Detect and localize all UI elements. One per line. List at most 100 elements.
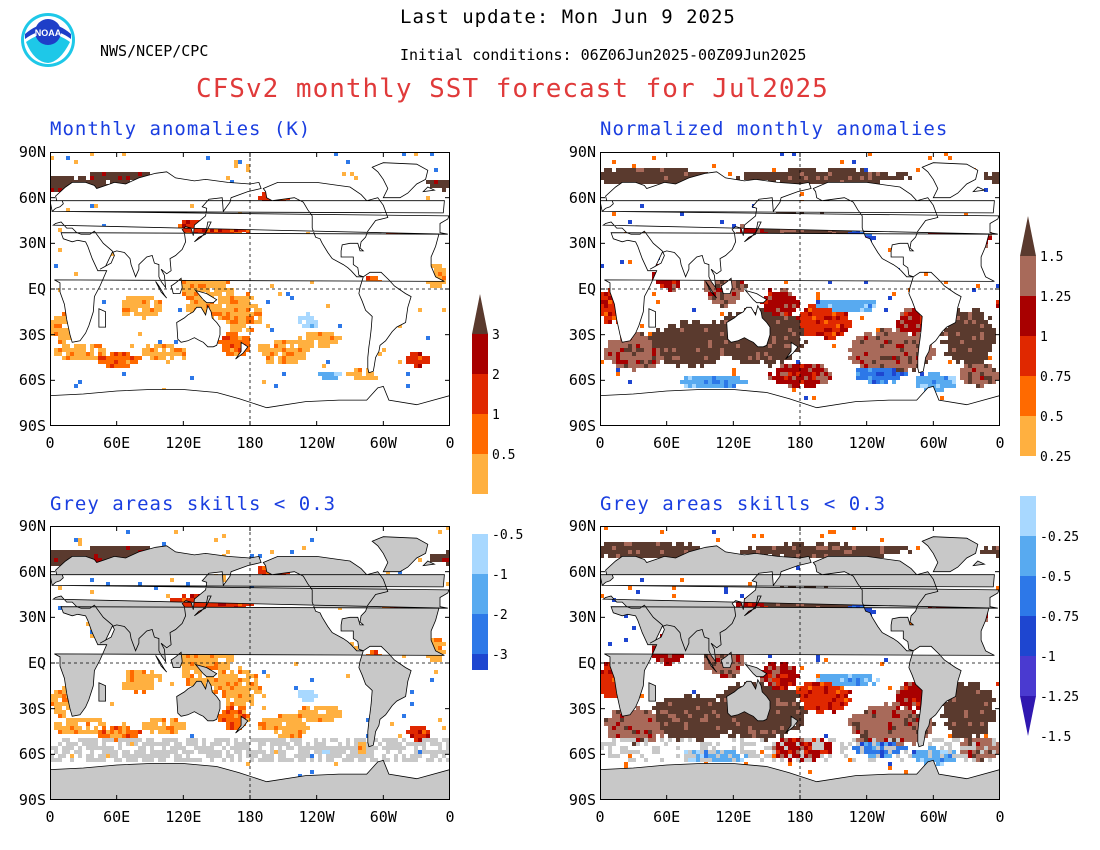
land-outline xyxy=(50,536,450,800)
colorbar-segment xyxy=(472,654,488,670)
sst-anomaly-field xyxy=(600,526,1000,800)
lon-label: 120W xyxy=(298,808,335,826)
colorbar-arrow-top xyxy=(1020,216,1036,256)
colorbar-label: -0.75 xyxy=(1040,610,1079,625)
lat-label: 30S xyxy=(18,699,46,718)
colorbar-segment xyxy=(1020,456,1036,496)
colorbar-label: 1.25 xyxy=(1040,290,1071,305)
colorbar-label: -1.25 xyxy=(1040,690,1079,705)
lat-label: 30N xyxy=(568,234,596,253)
lat-label: 90S xyxy=(568,791,596,809)
lat-label: 60N xyxy=(18,562,46,581)
lat-label: EQ xyxy=(27,654,46,672)
colorbar-label: -0.5 xyxy=(1040,570,1071,585)
lon-label: 120W xyxy=(848,434,885,452)
colorbar-segment xyxy=(1020,536,1036,576)
lat-label: 60S xyxy=(18,371,46,390)
colorbar-normalized: 1.5 1.25 1 0.75 0.5 0.25 -0.25 -0.5 -0.75 -1 -1.25… xyxy=(1020,216,1079,745)
lon-label: 60E xyxy=(103,808,131,826)
lon-label: 0 xyxy=(445,434,455,452)
colorbar-label: 1.5 xyxy=(1040,250,1063,265)
colorbar-label: 0.5 xyxy=(1040,410,1063,425)
lon-label: 120E xyxy=(165,434,202,452)
colorbar-label: -1.5 xyxy=(1040,730,1071,745)
map-panel-normalized-skill xyxy=(600,526,1000,800)
lat-label: 30S xyxy=(568,699,596,718)
lon-label: 60E xyxy=(103,434,131,452)
colorbar-arrow-bottom xyxy=(1020,696,1036,736)
colorbar-segment xyxy=(1020,656,1036,696)
colorbar-segment xyxy=(472,334,488,374)
panel-title-anomalies: Monthly anomalies (K) xyxy=(50,118,312,140)
lon-label: 120E xyxy=(715,808,752,826)
lat-label: 90S xyxy=(18,791,46,809)
colorbar-label: 0.5 xyxy=(492,448,515,463)
lat-label: 90N xyxy=(568,517,596,535)
lon-label: 0 xyxy=(995,434,1005,452)
colorbar-label: -2 xyxy=(492,608,508,623)
lon-label: 60W xyxy=(919,434,947,452)
land-outline xyxy=(600,536,1000,800)
lat-label: 30N xyxy=(18,608,46,627)
lat-label: 30S xyxy=(568,325,596,344)
land-outline xyxy=(600,162,1000,426)
colorbar-segment xyxy=(1020,576,1036,616)
colorbar-segment xyxy=(472,574,488,614)
colorbar-label: 1 xyxy=(1040,330,1048,345)
lat-label: EQ xyxy=(577,654,596,672)
colorbar-segment xyxy=(472,614,488,654)
lon-label: 180 xyxy=(786,808,814,826)
colorbar-label: 3 xyxy=(492,328,500,343)
lon-label: 180 xyxy=(236,808,264,826)
colorbar-segment xyxy=(1020,256,1036,296)
initial-conditions: Initial conditions: 06Z06Jun2025-00Z09Ju… xyxy=(400,46,807,64)
lon-label: 60W xyxy=(369,808,397,826)
panel-title-normalized-skill: Grey areas skills < 0.3 xyxy=(600,493,887,515)
colorbar-segment xyxy=(472,534,488,574)
noaa-logo: NOAA xyxy=(20,12,76,68)
lon-label: 0 xyxy=(995,808,1005,826)
lon-label: 0 xyxy=(595,808,605,826)
colorbar-arrow-top xyxy=(472,294,488,334)
lon-label: 180 xyxy=(786,434,814,452)
colorbar-segment xyxy=(1020,616,1036,656)
lat-label: 60S xyxy=(18,745,46,764)
colorbar-label: -3 xyxy=(492,648,508,663)
colorbar-segment xyxy=(472,414,488,454)
colorbar-label: 2 xyxy=(492,368,500,383)
colorbar-label: 0.75 xyxy=(1040,370,1071,385)
lat-label: 60N xyxy=(568,188,596,207)
colorbar-segment xyxy=(1020,416,1036,456)
colorbar-label: 1 xyxy=(492,408,500,423)
colorbar-label: -0.25 xyxy=(1040,530,1079,545)
colorbar-segment xyxy=(1020,496,1036,536)
map-panel-anomalies xyxy=(50,152,450,426)
colorbar-label: -1 xyxy=(492,568,508,583)
lon-label: 0 xyxy=(45,434,55,452)
lat-label: 90N xyxy=(18,143,46,161)
panel-title-normalized: Normalized monthly anomalies xyxy=(600,118,949,140)
sst-anomaly-field xyxy=(600,152,1000,426)
colorbar-segment xyxy=(472,374,488,414)
lon-label: 120E xyxy=(165,808,202,826)
colorbar-segment xyxy=(1020,376,1036,416)
land-outline xyxy=(50,162,450,426)
noaa-logo-text: NOAA xyxy=(35,28,62,38)
colorbar-label: -1 xyxy=(1040,650,1056,665)
lon-label: 120E xyxy=(715,434,752,452)
colorbar-segment xyxy=(1020,296,1036,336)
map-panel-normalized xyxy=(600,152,1000,426)
lat-label: 90N xyxy=(568,143,596,161)
lon-label: 0 xyxy=(595,434,605,452)
last-update: Last update: Mon Jun 9 2025 xyxy=(400,6,736,28)
lon-label: 120W xyxy=(848,808,885,826)
lon-label: 0 xyxy=(45,808,55,826)
lat-label: 60N xyxy=(18,188,46,207)
lat-label: 60S xyxy=(568,745,596,764)
colorbar-segment xyxy=(472,454,488,494)
lon-label: 180 xyxy=(236,434,264,452)
lon-label: 60E xyxy=(653,808,681,826)
lat-label: 30N xyxy=(568,608,596,627)
lon-label: 60E xyxy=(653,434,681,452)
lon-label: 120W xyxy=(298,434,335,452)
